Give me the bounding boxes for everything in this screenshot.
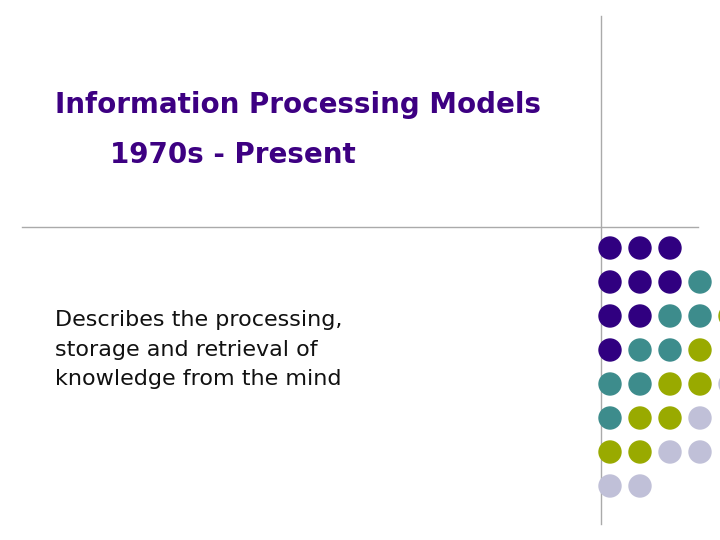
Circle shape <box>719 373 720 395</box>
Circle shape <box>659 271 681 293</box>
Circle shape <box>629 373 651 395</box>
Circle shape <box>599 237 621 259</box>
Circle shape <box>629 339 651 361</box>
Circle shape <box>659 305 681 327</box>
Circle shape <box>689 305 711 327</box>
Circle shape <box>599 339 621 361</box>
Circle shape <box>659 339 681 361</box>
Circle shape <box>689 339 711 361</box>
Circle shape <box>599 407 621 429</box>
Circle shape <box>659 237 681 259</box>
Circle shape <box>719 305 720 327</box>
Text: Describes the processing,
storage and retrieval of
knowledge from the mind: Describes the processing, storage and re… <box>55 310 343 389</box>
Circle shape <box>629 475 651 497</box>
Circle shape <box>689 271 711 293</box>
Text: Information Processing Models: Information Processing Models <box>55 91 541 119</box>
Circle shape <box>659 373 681 395</box>
Circle shape <box>599 475 621 497</box>
Circle shape <box>689 441 711 463</box>
Circle shape <box>599 305 621 327</box>
Circle shape <box>659 441 681 463</box>
Circle shape <box>599 441 621 463</box>
Circle shape <box>629 305 651 327</box>
Circle shape <box>659 407 681 429</box>
Circle shape <box>629 407 651 429</box>
Text: 1970s - Present: 1970s - Present <box>110 141 356 169</box>
Circle shape <box>629 441 651 463</box>
Circle shape <box>689 373 711 395</box>
Circle shape <box>599 271 621 293</box>
Circle shape <box>629 271 651 293</box>
Circle shape <box>599 373 621 395</box>
Circle shape <box>689 407 711 429</box>
Circle shape <box>629 237 651 259</box>
